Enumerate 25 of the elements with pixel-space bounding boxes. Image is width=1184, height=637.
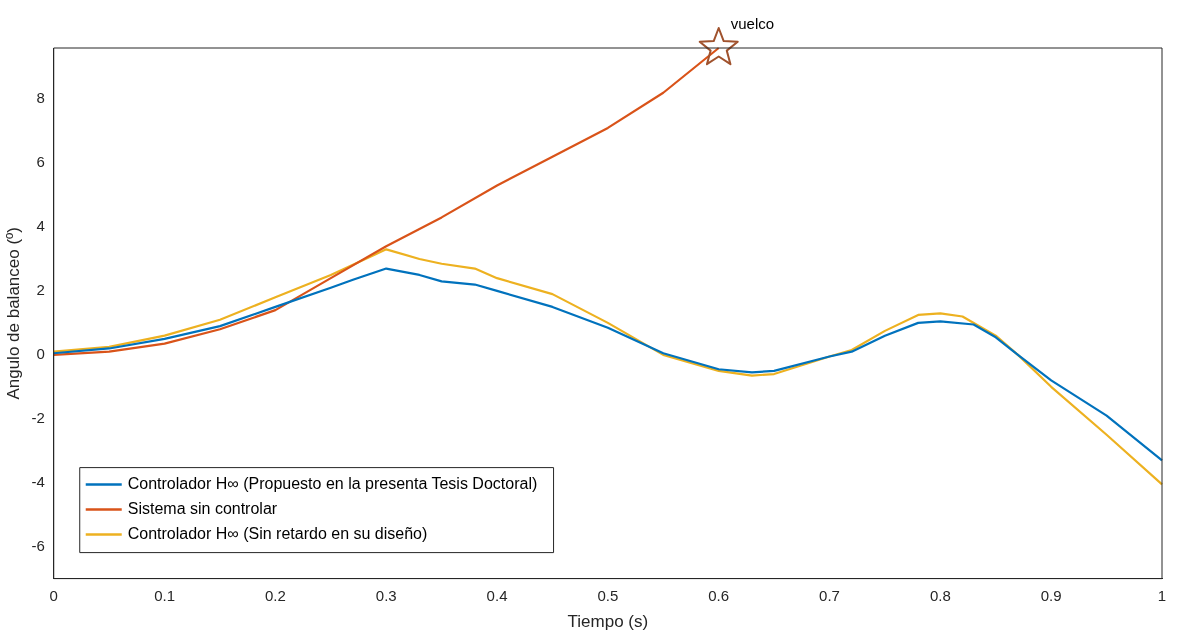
x-tick-label: 0.3	[375, 586, 397, 604]
x-tick-label: 0.1	[154, 586, 175, 604]
x-tick-label: 1	[1157, 586, 1167, 604]
y-tick-label: 4	[36, 217, 45, 235]
y-tick-label: -2	[31, 408, 45, 426]
y-tick-label: 2	[36, 281, 45, 299]
y-tick-label: -4	[31, 472, 45, 490]
x-tick-label: 0	[49, 586, 58, 604]
legend-label: Sistema sin controlar	[127, 500, 278, 518]
x-tick-label: 0.4	[486, 586, 508, 604]
x-axis-title: Tiempo (s)	[567, 612, 649, 632]
y-axis-title: Angulo de balanceo (º)	[3, 227, 23, 400]
y-tick-label: 6	[36, 153, 45, 171]
x-tick-label: 0.5	[597, 586, 619, 604]
y-tick-label: 8	[36, 89, 45, 107]
y-tick-label: 0	[36, 344, 45, 362]
x-tick-label: 0.9	[1040, 586, 1062, 604]
y-tick-label: -6	[31, 536, 45, 554]
legend-label: Controlador H∞ (Sin retardo en su diseño)	[127, 525, 428, 543]
x-tick-label: 0.8	[929, 586, 951, 604]
annotation: vuelco	[730, 14, 775, 32]
x-tick-label: 0.6	[708, 586, 730, 604]
legend-label: Controlador H∞ (Propuesto en la presenta Tesis Doctoral)	[127, 475, 538, 493]
x-tick-label: 0.2	[264, 586, 286, 604]
x-tick-label: 0.7	[819, 586, 840, 604]
